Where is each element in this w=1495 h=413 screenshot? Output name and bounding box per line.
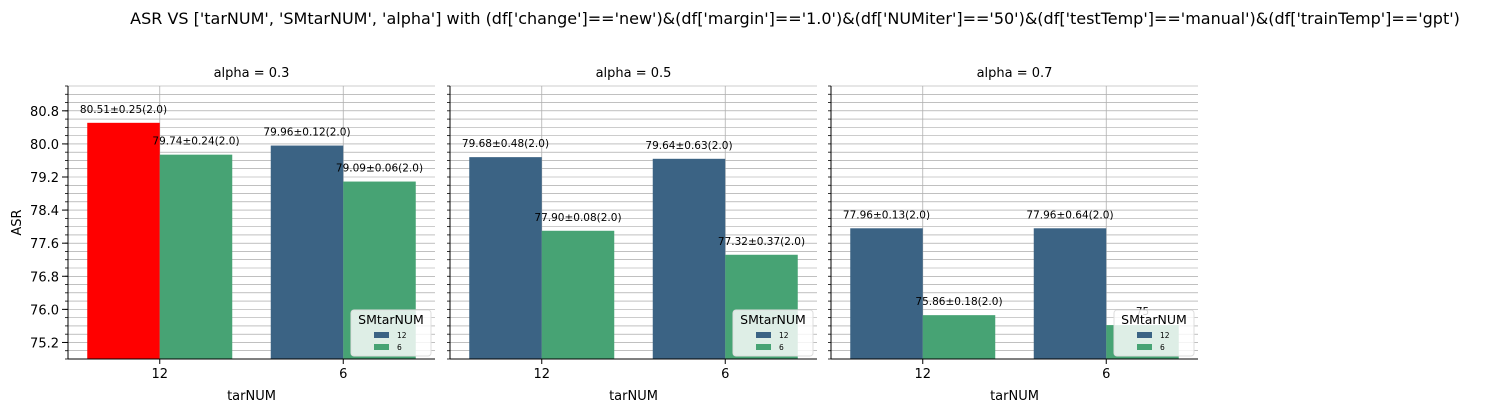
x-tick-label: 6 (1102, 367, 1110, 382)
legend-entry-label: 6 (779, 343, 784, 352)
data-label: 77.96±0.64(2.0) (1026, 209, 1113, 221)
panel-2: 79.68±0.48(2.0) 79.64±0.63(2.0) 77.90±0.08… (447, 66, 817, 404)
panel-1: 80.51±0.25(2.0) 79.96±0.12(2.0) 79.74±0.24… (10, 66, 435, 404)
y-tick-label: 79.2 (30, 171, 59, 186)
x-axis-label: tarNUM (990, 389, 1039, 404)
legend-swatch-6 (374, 344, 389, 350)
x-tick-label: 6 (339, 367, 347, 382)
legend-box (350, 309, 432, 357)
y-tick-label: 76.0 (30, 303, 59, 318)
y-axis-label: ASR (10, 209, 25, 235)
bar-6-12 (922, 315, 996, 359)
legend-swatch-12 (756, 332, 771, 338)
data-label: 79.68±0.48(2.0) (462, 138, 549, 150)
panel-title: alpha = 0.5 (596, 66, 672, 81)
legend: SMtarNUM 12 6 (350, 309, 432, 357)
bar-12-12 (469, 157, 542, 359)
panel-3: 77.96±0.13(2.0) 77.96±0.64(2.0) 75.86±0.18… (828, 66, 1198, 404)
x-tick-label: 12 (151, 367, 168, 382)
legend-title: SMtarNUM (358, 312, 424, 327)
x-axis-label: tarNUM (227, 389, 276, 404)
y-tick-label: 77.6 (30, 237, 59, 252)
bar-12-6 (1033, 228, 1107, 359)
bar-6-12 (159, 154, 233, 359)
panel-title: alpha = 0.3 (214, 66, 290, 81)
data-label: 79.96±0.12(2.0) (263, 127, 350, 139)
legend-swatch-6 (756, 344, 771, 350)
legend-entry-label: 12 (397, 331, 407, 340)
x-axis-label: tarNUM (609, 389, 658, 404)
legend-box (1113, 309, 1195, 357)
legend: SMtarNUM 12 6 (732, 309, 814, 357)
legend-entry-label: 6 (397, 343, 402, 352)
legend-swatch-12 (1137, 332, 1152, 338)
y-tick-label: 75.2 (30, 336, 59, 351)
legend-entry-label: 6 (1160, 343, 1165, 352)
legend-title: SMtarNUM (1121, 312, 1187, 327)
data-label: 80.51±0.25(2.0) (80, 104, 167, 116)
bar-12-12 (87, 122, 160, 360)
data-label: 75.86±0.18(2.0) (915, 296, 1002, 308)
legend-swatch-12 (374, 332, 389, 338)
legend-box (732, 309, 814, 357)
legend-title: SMtarNUM (740, 312, 806, 327)
bar-12-6 (270, 145, 344, 359)
x-tick-label: 6 (721, 367, 729, 382)
data-label: 79.09±0.06(2.0) (336, 163, 423, 175)
data-label: 77.96±0.13(2.0) (843, 209, 930, 221)
y-tick-label: 80.8 (30, 105, 59, 120)
data-label: 77.32±0.37(2.0) (718, 236, 805, 248)
data-label: 79.64±0.63(2.0) (645, 140, 732, 152)
bar-12-6 (652, 158, 726, 359)
bar-12-12 (850, 228, 923, 359)
x-tick-label: 12 (533, 367, 550, 382)
legend-entry-label: 12 (1160, 331, 1170, 340)
legend-entry-label: 12 (779, 331, 789, 340)
data-label: 79.74±0.24(2.0) (152, 136, 239, 148)
data-label: 77.90±0.08(2.0) (534, 212, 621, 224)
y-tick-label: 78.4 (30, 204, 59, 219)
panel-title: alpha = 0.7 (977, 66, 1053, 81)
x-tick-label: 12 (914, 367, 931, 382)
figure-title: ASR VS ['tarNUM', 'SMtarNUM', 'alpha'] w… (130, 9, 1460, 28)
y-tick-label: 76.8 (30, 270, 59, 285)
y-tick-label: 80.0 (30, 138, 59, 153)
bar-6-12 (541, 230, 615, 359)
legend: SMtarNUM 12 6 (1113, 309, 1195, 357)
legend-swatch-6 (1137, 344, 1152, 350)
